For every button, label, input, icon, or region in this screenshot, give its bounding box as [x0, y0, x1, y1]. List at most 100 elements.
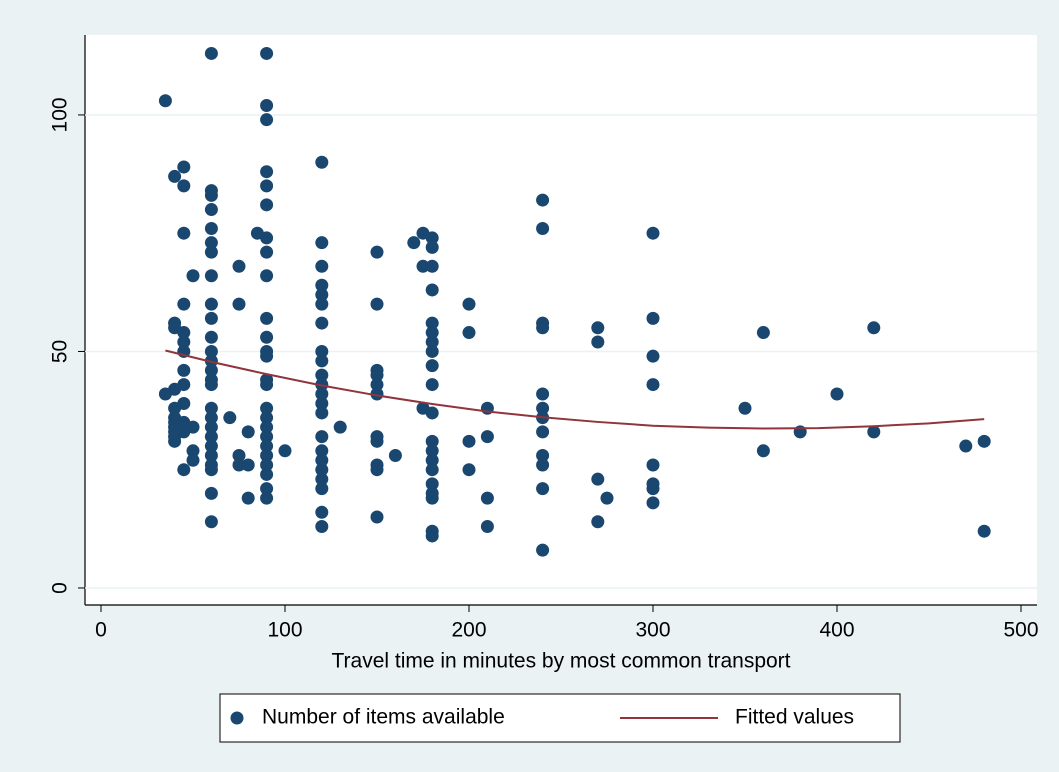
- point: [480, 491, 494, 505]
- point: [204, 46, 218, 60]
- point: [315, 430, 329, 444]
- x-tick-label: 100: [267, 619, 302, 642]
- point: [425, 453, 439, 467]
- point: [177, 378, 191, 392]
- x-tick-label: 0: [95, 619, 107, 642]
- point: [315, 387, 329, 401]
- point: [480, 519, 494, 533]
- point: [232, 297, 246, 311]
- point: [416, 259, 430, 273]
- y-tick-label: 50: [49, 340, 72, 363]
- point: [204, 245, 218, 259]
- point: [756, 444, 770, 458]
- y-tick-label: 100: [49, 97, 72, 132]
- point: [204, 269, 218, 283]
- point: [315, 463, 329, 477]
- point: [168, 169, 182, 183]
- point: [241, 458, 255, 472]
- point: [370, 368, 384, 382]
- point: [177, 335, 191, 349]
- legend-label: Fitted values: [735, 706, 854, 729]
- point: [536, 425, 550, 439]
- point: [425, 231, 439, 245]
- point: [241, 425, 255, 439]
- point: [536, 387, 550, 401]
- legend-marker: [230, 711, 244, 725]
- x-tick-label: 200: [451, 619, 486, 642]
- point: [186, 444, 200, 458]
- point: [204, 203, 218, 217]
- point: [462, 463, 476, 477]
- point: [591, 321, 605, 335]
- point: [315, 505, 329, 519]
- legend-label: Number of items available: [262, 706, 505, 729]
- point: [260, 378, 274, 392]
- point: [370, 463, 384, 477]
- point: [425, 477, 439, 491]
- point: [591, 515, 605, 529]
- point: [315, 236, 329, 250]
- point: [600, 491, 614, 505]
- point: [425, 444, 439, 458]
- point: [204, 236, 218, 250]
- point: [204, 344, 218, 358]
- point: [158, 94, 172, 108]
- point: [260, 430, 274, 444]
- point: [315, 278, 329, 292]
- point: [260, 330, 274, 344]
- point: [425, 434, 439, 448]
- point: [646, 496, 660, 510]
- legend-items: Number of items available Fitted values: [230, 706, 854, 729]
- point: [232, 458, 246, 472]
- point: [536, 193, 550, 207]
- point: [260, 165, 274, 179]
- point: [536, 482, 550, 496]
- point: [425, 240, 439, 254]
- point: [260, 231, 274, 245]
- point: [260, 198, 274, 212]
- point: [315, 396, 329, 410]
- point: [536, 543, 550, 557]
- point: [425, 326, 439, 340]
- point: [462, 326, 476, 340]
- point: [204, 311, 218, 325]
- point: [315, 259, 329, 273]
- point: [177, 297, 191, 311]
- point: [186, 269, 200, 283]
- point: [177, 396, 191, 410]
- fit-line: [165, 349, 985, 430]
- x-axis-label: Travel time in minutes by most common tr…: [331, 650, 790, 673]
- point: [867, 321, 881, 335]
- point: [177, 179, 191, 193]
- point: [738, 401, 752, 415]
- point: [388, 449, 402, 463]
- x-tick-label: 300: [635, 619, 670, 642]
- point: [480, 430, 494, 444]
- point: [977, 524, 991, 538]
- point: [370, 434, 384, 448]
- point: [830, 387, 844, 401]
- point: [756, 326, 770, 340]
- legend: [219, 693, 901, 743]
- point: [223, 411, 237, 425]
- point: [536, 221, 550, 235]
- point: [260, 179, 274, 193]
- point: [536, 321, 550, 335]
- point: [177, 226, 191, 240]
- point: [315, 472, 329, 486]
- point: [370, 510, 384, 524]
- point: [204, 430, 218, 444]
- point: [260, 46, 274, 60]
- point: [177, 326, 191, 340]
- point: [168, 434, 182, 448]
- point: [204, 221, 218, 235]
- point: [177, 363, 191, 377]
- point: [646, 482, 660, 496]
- point: [186, 420, 200, 434]
- point: [260, 449, 274, 463]
- point: [407, 236, 421, 250]
- point: [177, 463, 191, 477]
- point: [204, 515, 218, 529]
- point: [315, 344, 329, 358]
- point: [260, 411, 274, 425]
